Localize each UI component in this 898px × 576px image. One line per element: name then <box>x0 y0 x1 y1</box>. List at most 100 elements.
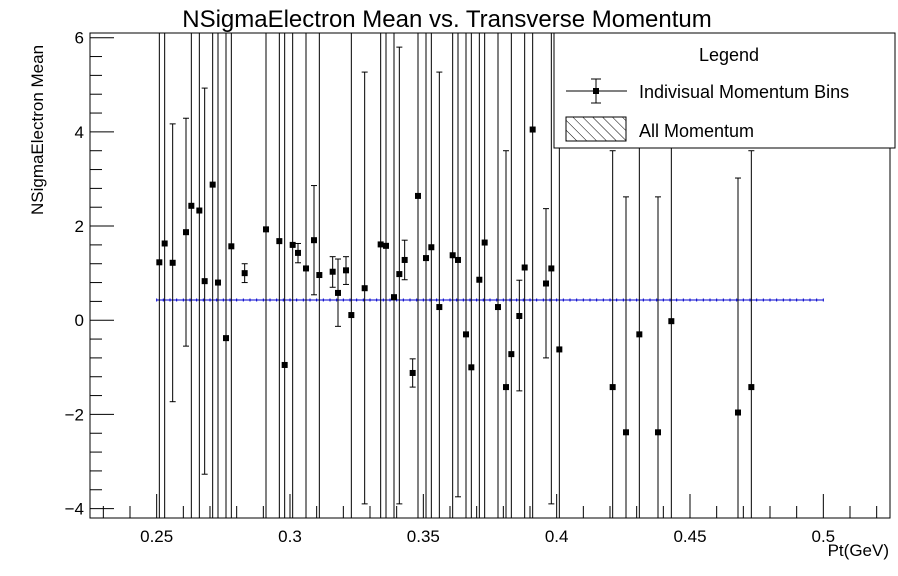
point-marker <box>423 255 429 262</box>
data-point <box>303 33 309 518</box>
data-point <box>343 256 349 285</box>
point-marker <box>377 241 384 248</box>
point-marker <box>636 331 643 338</box>
y-tick-label: −4 <box>65 500 84 519</box>
point-marker <box>241 270 248 277</box>
point-marker <box>449 252 456 259</box>
point-marker <box>263 226 269 233</box>
data-point <box>391 33 397 518</box>
data-point <box>311 185 317 296</box>
point-marker <box>188 202 195 209</box>
data-point <box>276 33 283 518</box>
data-point <box>377 33 384 518</box>
data-point <box>476 33 483 518</box>
data-point <box>241 263 248 284</box>
data-point <box>508 33 515 518</box>
point-marker <box>329 268 336 275</box>
point-marker <box>735 409 741 416</box>
point-marker <box>361 285 368 292</box>
point-marker <box>748 384 755 391</box>
point-marker <box>415 192 421 199</box>
y-axis: −4 −2 0 2 4 6 <box>65 29 114 519</box>
data-point <box>521 33 528 518</box>
all-momentum-series <box>156 298 824 302</box>
data-point <box>423 33 429 518</box>
data-point <box>529 33 536 518</box>
point-marker <box>391 294 397 301</box>
point-marker <box>481 239 488 246</box>
data-point <box>329 256 336 288</box>
data-point <box>748 150 755 518</box>
data-point <box>361 71 368 505</box>
x-tick-label: 0.45 <box>673 527 706 546</box>
point-marker <box>209 181 216 188</box>
data-point <box>735 177 741 518</box>
point-marker <box>311 237 317 244</box>
data-point <box>516 279 523 392</box>
data-point <box>655 196 661 518</box>
point-marker <box>508 351 515 358</box>
point-marker <box>335 289 341 296</box>
data-point <box>316 33 323 518</box>
data-point <box>436 71 443 518</box>
point-marker <box>303 265 309 272</box>
data-point <box>415 33 421 518</box>
data-point <box>503 150 509 518</box>
point-marker <box>169 259 176 266</box>
x-axis-title: Pt(GeV) <box>828 541 889 560</box>
y-tick-label: 0 <box>75 311 84 330</box>
point-marker <box>529 126 536 133</box>
x-tick-label: 0.35 <box>407 527 440 546</box>
x-tick-label: 0.5 <box>812 527 836 546</box>
plot-frame <box>89 32 891 519</box>
data-point <box>201 87 208 475</box>
legend-marker-errorbar <box>566 78 627 104</box>
point-marker <box>409 369 416 376</box>
legend-hatch-swatch <box>565 116 627 142</box>
point-marker <box>343 267 349 274</box>
data-point <box>169 123 176 403</box>
x-tick-label: 0.3 <box>278 527 302 546</box>
point-marker <box>655 429 661 436</box>
data-point <box>209 33 216 518</box>
point-marker <box>316 272 323 279</box>
point-marker <box>521 264 528 271</box>
point-marker <box>668 318 675 325</box>
y-tick-label: 6 <box>75 29 84 48</box>
point-marker <box>548 265 555 272</box>
point-marker <box>401 256 408 263</box>
y-tick-label: −2 <box>65 405 84 424</box>
legend: Legend Indivisual Momentum Bins All Mome… <box>553 32 896 149</box>
point-marker <box>276 238 283 245</box>
data-point <box>428 33 435 518</box>
data-point <box>401 239 408 281</box>
data-point <box>188 33 195 518</box>
point-marker <box>503 384 509 391</box>
data-point <box>335 258 341 327</box>
point-marker <box>228 243 235 250</box>
y-tick-label: 4 <box>75 123 84 142</box>
data-point <box>495 33 501 518</box>
point-marker <box>156 259 163 266</box>
data-point <box>543 208 549 359</box>
point-marker <box>428 244 435 251</box>
point-marker <box>348 312 355 319</box>
data-point <box>468 33 475 518</box>
point-marker <box>495 304 501 311</box>
point-marker <box>215 279 221 286</box>
data-point <box>161 33 168 518</box>
point-marker <box>223 335 229 342</box>
point-marker <box>623 429 629 436</box>
data-point <box>183 117 189 347</box>
data-point <box>228 33 235 518</box>
point-marker <box>161 240 168 247</box>
legend-title: Legend <box>699 45 759 65</box>
y-tick-label: 2 <box>75 217 84 236</box>
data-point <box>481 33 488 518</box>
point-marker <box>543 280 549 287</box>
point-marker <box>201 278 208 285</box>
data-point <box>295 242 301 264</box>
data-point <box>348 33 355 518</box>
point-marker <box>516 312 523 319</box>
